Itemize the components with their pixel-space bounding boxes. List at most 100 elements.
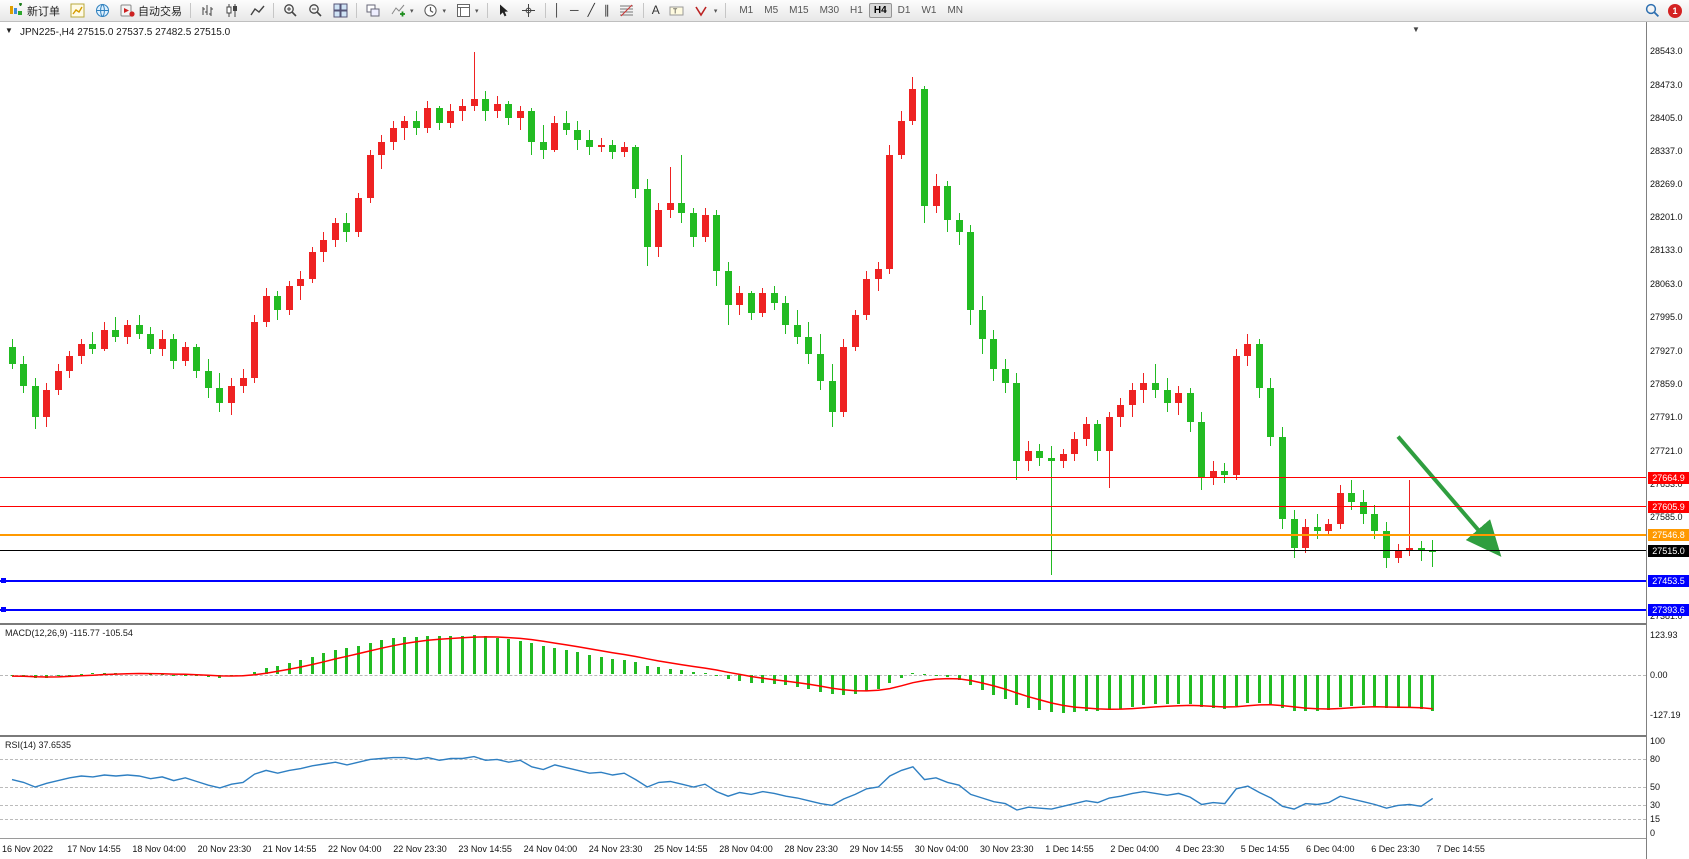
templates-button[interactable]: ▾ [451, 0, 483, 21]
horizontal-line-object[interactable] [0, 477, 1646, 479]
chart-shift-marker[interactable]: ▼ [1412, 25, 1420, 34]
time-axis[interactable]: 16 Nov 2022 17 Nov 14:55 18 Nov 04:00 20 No… [0, 840, 1646, 859]
macd-histogram-bar [1142, 674, 1146, 706]
symbol-name: JPN225-,H4 [20, 27, 75, 38]
trend-arrow[interactable] [0, 22, 1646, 623]
arrange-windows-button[interactable] [361, 0, 385, 21]
price-axis-label: 27585.0 [1650, 511, 1683, 522]
new-order-button[interactable]: 新订单 [4, 0, 64, 21]
vertical-line-icon: │ [553, 3, 562, 17]
auto-trading-button[interactable]: 自动交易 [115, 0, 186, 21]
macd-histogram-bar [380, 640, 384, 675]
crosshair-tool-button[interactable] [517, 0, 541, 21]
zoom-out-button[interactable] [303, 0, 327, 21]
candle-body [990, 339, 998, 369]
rsi-axis-label: 0 [1650, 828, 1656, 838]
timeframes-menu-button[interactable]: ▾ [419, 0, 451, 21]
candle-body [597, 144, 605, 148]
tab-timeframe-w1[interactable]: W1 [921, 5, 937, 16]
macd-histogram-bar [1096, 674, 1100, 712]
candle-body [1302, 526, 1310, 549]
macd-panel[interactable]: MACD(12,26,9) -115.77 -105.54 [0, 625, 1646, 735]
one-click-trading-toggle[interactable]: ▼ [5, 26, 13, 35]
macd-histogram-bar [784, 674, 788, 686]
indicators-button[interactable]: ▾ [386, 0, 418, 21]
macd-histogram-bar [102, 672, 106, 675]
tab-timeframe-h4[interactable]: H4 [868, 3, 892, 18]
candle-body [874, 268, 882, 279]
horizontal-line-object[interactable] [0, 608, 1646, 611]
line-chart-type-button[interactable] [245, 0, 269, 21]
macd-histogram-bar [68, 674, 72, 676]
tab-timeframe-h1[interactable]: H1 [850, 5, 863, 16]
fibonacci-tool-button[interactable] [615, 0, 639, 21]
price-axis[interactable]: 28543.0 28473.0 28405.0 28337.0 28269.0 28201… [1646, 22, 1689, 859]
horizontal-line-object[interactable] [0, 579, 1646, 582]
tab-timeframe-m30[interactable]: M30 [819, 5, 840, 16]
macd-histogram-bar [749, 674, 753, 683]
panel-separator[interactable] [0, 735, 1646, 737]
price-axis-label: 28405.0 [1650, 113, 1683, 124]
horizontal-line-object[interactable] [0, 550, 1646, 552]
zoom-in-button[interactable] [278, 0, 302, 21]
trendline-tool-button[interactable]: ╱ [584, 0, 599, 21]
macd-histogram-bar [276, 665, 280, 675]
candle-wick [300, 271, 302, 301]
panel-separator[interactable] [0, 623, 1646, 625]
macd-label: MACD(12,26,9) -115.77 -105.54 [5, 628, 133, 638]
horizontal-line-object[interactable] [0, 506, 1646, 508]
candle-wick [1154, 363, 1156, 398]
shapes-tool-button[interactable]: ▾ [690, 0, 722, 21]
toolbar: 新订单 自动交易 ▾ ▾ ▾ │ ─ ╱ ∥ A T ▾ M1 M5 M15 M30 H… [0, 0, 1689, 22]
price-tag: 27515.0 [1648, 544, 1689, 557]
cursor-tool-button[interactable] [492, 0, 516, 21]
candle-body [8, 346, 16, 364]
text-label-tool-button[interactable]: T [665, 0, 689, 21]
macd-histogram-bar [149, 673, 153, 675]
candle-body [100, 329, 108, 350]
candle-body [1024, 451, 1032, 461]
tab-timeframe-m5[interactable]: M5 [764, 5, 779, 16]
ohlc-values: 27515.0 27537.5 27482.5 27515.0 [77, 27, 231, 38]
time-axis-label: 7 Dec 14:55 [1436, 844, 1485, 854]
main-chart-area[interactable]: ▼ JPN225-,H4 27515.0 27537.5 27482.5 275… [0, 22, 1646, 623]
candle-wick [1409, 480, 1411, 556]
candle-body [632, 147, 640, 189]
toolbar-separator [356, 3, 357, 18]
macd-histogram-bar [1281, 674, 1284, 709]
bar-chart-type-button[interactable] [195, 0, 219, 21]
tab-timeframe-mn[interactable]: MN [947, 5, 963, 16]
candle-body [308, 251, 316, 279]
macd-histogram-bar [772, 674, 776, 685]
candle-body [343, 222, 351, 233]
candle-body [1394, 550, 1402, 559]
search-button[interactable] [1640, 0, 1664, 21]
horizontal-line-object[interactable] [0, 534, 1646, 537]
rsi-panel[interactable]: RSI(14) 37.6535 [0, 737, 1646, 838]
candle-body [1221, 470, 1229, 476]
candle-body [366, 154, 374, 199]
channel-tool-button[interactable]: ∥ [600, 0, 614, 21]
candle-body [1082, 424, 1090, 439]
tab-timeframe-d1[interactable]: D1 [897, 5, 911, 16]
tab-timeframe-m1[interactable]: M1 [739, 5, 754, 16]
notification-badge[interactable]: 1 [1668, 3, 1682, 18]
macd-histogram-bar [842, 674, 846, 695]
vertical-line-tool-button[interactable]: │ [550, 0, 566, 21]
candle-body [539, 142, 547, 150]
macd-histogram-bar [357, 645, 360, 675]
macd-histogram-bar [1188, 674, 1192, 705]
candle-body [736, 293, 744, 306]
candlestick-type-button[interactable] [220, 0, 244, 21]
tile-windows-button[interactable] [328, 0, 352, 21]
charts-profile-icon[interactable] [65, 0, 89, 21]
horizontal-line-tool-button[interactable]: ─ [566, 0, 583, 21]
candle-body [424, 108, 432, 128]
crosshair-icon [521, 3, 537, 18]
text-tool-button[interactable]: A [648, 0, 664, 21]
macd-histogram-bar [91, 673, 95, 675]
candle-body [239, 378, 247, 386]
market-watch-icon[interactable] [90, 0, 114, 21]
macd-histogram-bar [299, 660, 303, 675]
tab-timeframe-m15[interactable]: M15 [789, 5, 809, 16]
